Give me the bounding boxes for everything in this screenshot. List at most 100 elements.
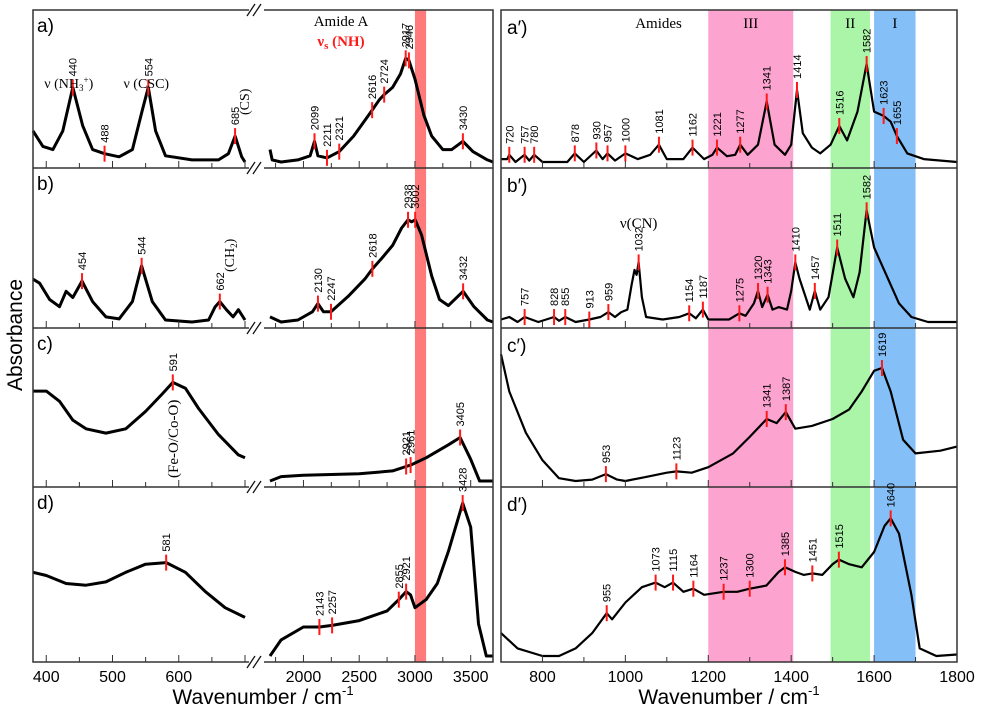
peak-label: 780: [529, 125, 541, 143]
annotation-csc: ν (CSC): [123, 77, 169, 92]
peak-label: 1000: [620, 118, 632, 142]
peak-label: 1343: [763, 259, 775, 283]
right-frame: [500, 9, 958, 663]
peak-label: 2143: [314, 592, 326, 616]
peak-label: 828: [549, 288, 561, 306]
peak-label: 1154: [684, 279, 696, 303]
x-tick-label: 3000: [397, 669, 433, 686]
peak-label: 1655: [892, 101, 904, 125]
peak-label: 2616: [367, 75, 379, 99]
peak-label: 855: [560, 288, 572, 306]
peak-label: 440: [68, 58, 80, 76]
peak-label: 2921: [401, 556, 413, 580]
peak-label: 1115: [668, 549, 680, 572]
spectrum-line-b: [32, 264, 247, 324]
peak-label: 1457: [810, 255, 822, 279]
band-label-iii: III: [743, 16, 758, 32]
spectrum-line-c: [33, 380, 246, 460]
peak-label: 544: [137, 236, 149, 254]
peak-label: 1387: [781, 377, 793, 401]
peak-label: 2855: [394, 564, 406, 588]
band-label-ii: II: [845, 16, 855, 32]
axis-break-icon: [246, 655, 262, 669]
peak-label: 1032: [634, 227, 646, 251]
peak-label: 488: [100, 124, 112, 142]
peak-label: 1623: [879, 80, 891, 104]
peak-label: 930: [591, 121, 603, 139]
peak-label: 2211: [322, 123, 334, 147]
peak-label: 454: [77, 252, 89, 270]
x-tick-label: 2000: [286, 669, 322, 686]
peak-label: 757: [520, 125, 532, 143]
annotation-nh3: ν (NH3+): [44, 75, 93, 93]
x-tick-label: 600: [165, 669, 192, 686]
peak-label: 2099: [309, 106, 321, 130]
peak-label: 2321: [334, 116, 346, 140]
annotation-nu-cn: ν(CN): [620, 216, 658, 232]
peak-label: 3432: [458, 256, 470, 280]
peak-label: 1164: [688, 554, 700, 578]
axis-break-icon: [246, 321, 262, 335]
annotation-ch2: (CH2): [223, 238, 239, 272]
peak-label: 757: [520, 288, 532, 306]
panel-label: a′): [507, 18, 527, 39]
peak-label: 1221: [712, 112, 724, 136]
peak-label: 1619: [877, 333, 889, 357]
peak-label: 3428: [458, 468, 470, 492]
axis-break-icon: [246, 480, 262, 494]
peak-label: 1385: [780, 532, 792, 556]
peak-label: 2961: [406, 430, 418, 454]
peak-label: 2917: [401, 23, 413, 47]
panel-label: c′): [507, 336, 526, 357]
peak-label: 1277: [735, 109, 747, 133]
peak-label: 953: [601, 445, 613, 463]
peak-label: 957: [603, 124, 615, 142]
band-iii: [708, 10, 794, 662]
spectrum-line-c′): [499, 354, 958, 483]
band-label-i: I: [892, 16, 897, 32]
peak-label: 1341: [762, 384, 774, 408]
peak-label: 1073: [651, 547, 663, 571]
peak-label: 685: [230, 107, 242, 125]
amide-a-label: Amide A: [314, 14, 369, 30]
peak-label: 2618: [367, 233, 379, 257]
panel-label: b): [37, 174, 54, 195]
peak-label: 1300: [745, 553, 757, 577]
peak-label: 1187: [698, 275, 710, 299]
band-ii: [830, 10, 870, 662]
peak-label: 581: [161, 533, 173, 551]
spectrum-line-a: [31, 85, 247, 163]
peak-label: 2724: [379, 59, 391, 83]
peak-label: 1320: [753, 255, 765, 279]
panel-label: c): [37, 334, 53, 355]
x-tick-label: 1200: [690, 669, 726, 686]
peak-label: 1341: [762, 66, 774, 90]
peak-label: 2921: [401, 431, 413, 455]
peak-label: 2247: [326, 276, 338, 300]
peak-label: 720: [504, 125, 516, 143]
y-axis-label: Absorbance: [4, 279, 27, 391]
amides-label: Amides: [635, 16, 682, 32]
peak-label: 554: [143, 58, 155, 76]
peak-label: 1162: [688, 113, 700, 137]
peak-label: 662: [215, 272, 227, 290]
x-tick-label: 1400: [773, 669, 809, 686]
spectrum-line-a′): [501, 62, 958, 164]
peak-label: 1081: [654, 109, 666, 133]
peak-label: 959: [603, 283, 615, 301]
axis-break-icon: [246, 3, 262, 17]
peak-label: 3405: [455, 402, 467, 426]
panel-label: d): [37, 493, 54, 514]
peak-label: 1451: [807, 538, 819, 562]
peak-label: 2257: [327, 590, 339, 614]
peak-label: 1410: [790, 227, 802, 251]
x-tick-label: 500: [99, 669, 126, 686]
x-tick-label: 800: [529, 669, 556, 686]
peak-label: 3002: [410, 184, 422, 208]
x-tick-label: 3500: [453, 669, 489, 686]
peak-label: 2946: [404, 25, 416, 49]
x-axis-label-right: Wavenumber / cm-1: [638, 683, 819, 707]
peak-label: 1237: [719, 556, 731, 580]
spectrum-line-d: [32, 561, 246, 619]
